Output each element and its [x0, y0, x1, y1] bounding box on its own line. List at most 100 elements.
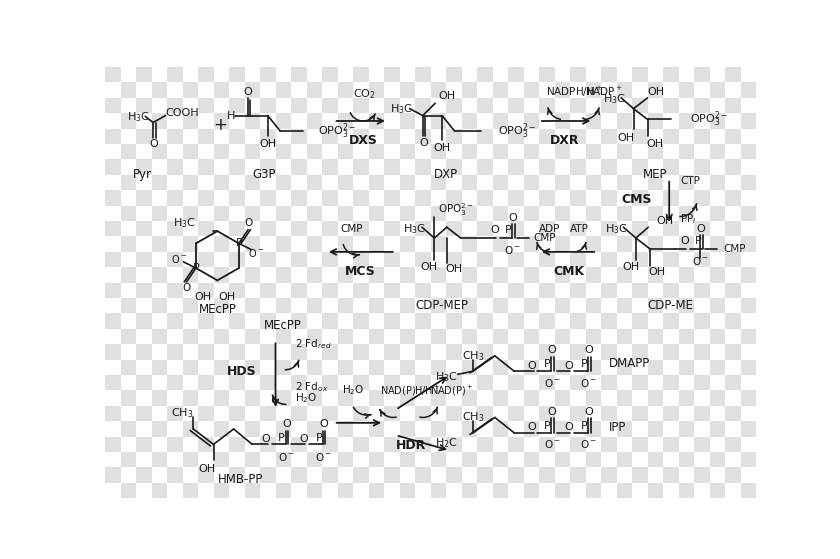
Text: ATP: ATP: [570, 224, 589, 234]
Bar: [741, 252, 756, 267]
Bar: [105, 67, 120, 83]
Bar: [244, 67, 260, 83]
Bar: [741, 113, 756, 129]
Bar: [307, 344, 322, 359]
Bar: [338, 129, 353, 144]
Bar: [400, 113, 415, 129]
Bar: [446, 175, 461, 190]
Bar: [400, 467, 415, 483]
Bar: [120, 314, 136, 329]
Bar: [338, 421, 353, 437]
Bar: [136, 144, 151, 159]
Bar: [136, 483, 151, 498]
Bar: [213, 206, 229, 221]
Bar: [307, 67, 322, 83]
Bar: [632, 329, 648, 344]
Bar: [136, 83, 151, 98]
Bar: [741, 344, 756, 359]
Bar: [632, 144, 648, 159]
Bar: [105, 421, 120, 437]
Bar: [431, 437, 446, 452]
Bar: [338, 175, 353, 190]
Bar: [648, 421, 663, 437]
Bar: [322, 344, 338, 359]
Bar: [554, 67, 570, 83]
Bar: [431, 483, 446, 498]
Bar: [694, 129, 710, 144]
Text: CH$_3$: CH$_3$: [461, 410, 484, 424]
Bar: [431, 421, 446, 437]
Bar: [446, 190, 461, 206]
Bar: [151, 83, 167, 98]
Bar: [384, 144, 400, 159]
Bar: [400, 421, 415, 437]
Bar: [353, 421, 369, 437]
Bar: [369, 252, 384, 267]
Bar: [415, 375, 431, 391]
Bar: [679, 113, 694, 129]
Bar: [694, 329, 710, 344]
Bar: [570, 452, 585, 467]
Bar: [648, 391, 663, 406]
Bar: [369, 190, 384, 206]
Bar: [415, 144, 431, 159]
Bar: [167, 113, 182, 129]
Bar: [369, 359, 384, 375]
Bar: [617, 283, 632, 298]
Bar: [679, 467, 694, 483]
Bar: [461, 252, 477, 267]
Bar: [461, 144, 477, 159]
Bar: [244, 314, 260, 329]
Bar: [554, 298, 570, 314]
Bar: [244, 252, 260, 267]
Bar: [694, 298, 710, 314]
Bar: [307, 252, 322, 267]
Bar: [182, 267, 198, 283]
Bar: [554, 83, 570, 98]
Bar: [741, 391, 756, 406]
Bar: [229, 375, 244, 391]
Bar: [291, 391, 307, 406]
Bar: [338, 283, 353, 298]
Bar: [679, 359, 694, 375]
Bar: [167, 359, 182, 375]
Text: P: P: [580, 359, 587, 369]
Bar: [369, 144, 384, 159]
Bar: [585, 391, 601, 406]
Bar: [136, 175, 151, 190]
Bar: [213, 421, 229, 437]
Bar: [229, 359, 244, 375]
Bar: [307, 190, 322, 206]
Bar: [554, 452, 570, 467]
Bar: [338, 437, 353, 452]
Bar: [477, 129, 492, 144]
Bar: [338, 298, 353, 314]
Bar: [539, 298, 554, 314]
Bar: [694, 67, 710, 83]
Bar: [198, 375, 213, 391]
Bar: [198, 144, 213, 159]
Bar: [260, 159, 276, 175]
Bar: [725, 175, 741, 190]
Bar: [229, 236, 244, 252]
Bar: [632, 206, 648, 221]
Bar: [291, 190, 307, 206]
Bar: [431, 298, 446, 314]
Bar: [182, 159, 198, 175]
Bar: [601, 298, 617, 314]
Bar: [307, 98, 322, 113]
Bar: [446, 467, 461, 483]
Bar: [725, 252, 741, 267]
Bar: [400, 483, 415, 498]
Bar: [461, 175, 477, 190]
Bar: [276, 467, 291, 483]
Bar: [617, 344, 632, 359]
Bar: [353, 452, 369, 467]
Bar: [492, 98, 508, 113]
Bar: [477, 467, 492, 483]
Bar: [741, 206, 756, 221]
Bar: [461, 159, 477, 175]
Bar: [431, 190, 446, 206]
Bar: [229, 452, 244, 467]
Bar: [120, 175, 136, 190]
